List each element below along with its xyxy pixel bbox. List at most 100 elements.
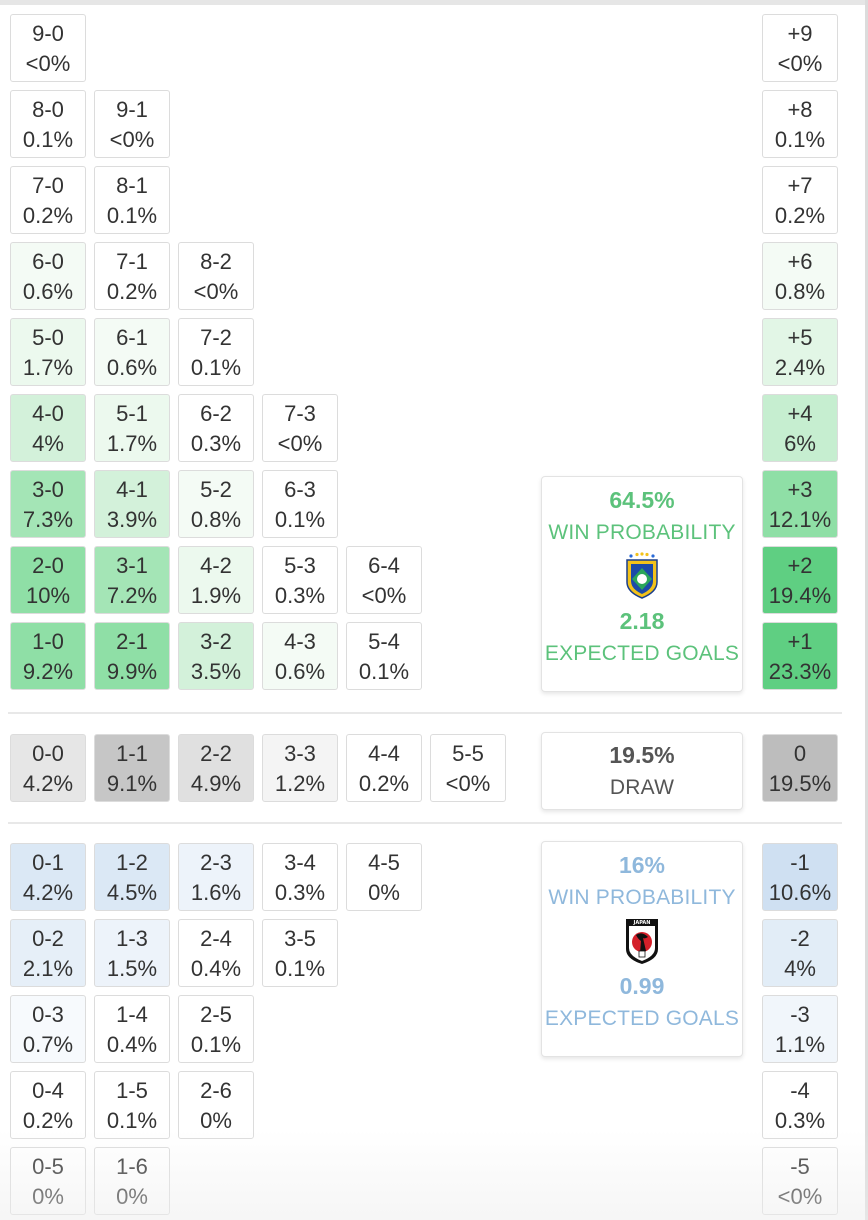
- margin-cell-probability: 6%: [784, 431, 816, 456]
- score-cell-label: 3-5: [284, 926, 316, 951]
- score-cell-label: 0-2: [32, 926, 64, 951]
- score-cell-probability: 0.3%: [274, 583, 326, 608]
- score-cell-label: 2-4: [200, 926, 232, 951]
- score-cell-label: 5-5: [452, 741, 484, 766]
- score-cell: 6-3 0.1%: [262, 470, 338, 538]
- score-cell-label: 2-6: [200, 1078, 232, 1103]
- score-cell: 4-1 3.9%: [94, 470, 170, 538]
- margin-cell-label: -1: [790, 850, 810, 875]
- score-cell-label: 0-3: [32, 1002, 64, 1027]
- score-cell: 3-2 3.5%: [178, 622, 254, 690]
- score-cell-probability: 7.3%: [22, 507, 74, 532]
- score-cell-probability: 3.9%: [106, 507, 158, 532]
- score-cell: 6-2 0.3%: [178, 394, 254, 462]
- score-cell-label: 1-6: [116, 1154, 148, 1179]
- score-cell: 1-3 1.5%: [94, 919, 170, 987]
- score-cell: 7-0 0.2%: [10, 166, 86, 234]
- score-cell-probability: 1.7%: [106, 431, 158, 456]
- margin-cell-label: +2: [787, 553, 813, 578]
- score-cell: 2-1 9.9%: [94, 622, 170, 690]
- score-cell-label: 8-2: [200, 249, 232, 274]
- margin-cell: +1 23.3%: [762, 622, 838, 690]
- score-cell: 0-1 4.2%: [10, 843, 86, 911]
- draw-probability: 19.5%: [609, 742, 675, 768]
- score-cell-probability: 4.5%: [106, 880, 158, 905]
- score-cell: 6-1 0.6%: [94, 318, 170, 386]
- score-cell: 4-3 0.6%: [262, 622, 338, 690]
- score-cell-label: 1-5: [116, 1078, 148, 1103]
- score-cell-probability: 0%: [32, 1184, 64, 1209]
- score-cell-label: 5-3: [284, 553, 316, 578]
- score-cell-label: 2-3: [200, 850, 232, 875]
- score-cell-probability: 1.6%: [190, 880, 242, 905]
- score-cell-probability: 0.1%: [190, 1032, 242, 1057]
- margin-cell-probability: 0.1%: [774, 127, 826, 152]
- away-win-probability: 16%: [618, 852, 666, 878]
- margin-cell-label: +5: [787, 325, 813, 350]
- margin-cell-probability: 19.4%: [768, 583, 832, 608]
- score-cell-label: 4-4: [368, 741, 400, 766]
- score-cell-probability: 1.9%: [190, 583, 242, 608]
- score-cell-label: 6-1: [116, 325, 148, 350]
- score-cell-probability: 1.7%: [22, 355, 74, 380]
- score-cell-probability: 0.1%: [106, 1108, 158, 1133]
- score-cell: 5-4 0.1%: [346, 622, 422, 690]
- score-cell: 1-6 0%: [94, 1147, 170, 1215]
- score-cell-label: 7-0: [32, 173, 64, 198]
- score-cell: 3-5 0.1%: [262, 919, 338, 987]
- score-cell: 5-1 1.7%: [94, 394, 170, 462]
- margin-cell-probability: <0%: [777, 1184, 823, 1209]
- margin-cell-probability: 19.5%: [768, 771, 832, 796]
- score-cell-probability: <0%: [109, 127, 155, 152]
- score-cell-probability: 0.4%: [106, 1032, 158, 1057]
- score-cell: 0-2 2.1%: [10, 919, 86, 987]
- away-expected-goals: 0.99: [619, 973, 665, 999]
- margin-cell-probability: 1.1%: [774, 1032, 826, 1057]
- score-cell-probability: 0%: [368, 880, 400, 905]
- score-cell-label: 9-0: [32, 21, 64, 46]
- score-cell-label: 1-1: [116, 741, 148, 766]
- score-cell-probability: 0.2%: [358, 771, 410, 796]
- score-cell-probability: 0.7%: [22, 1032, 74, 1057]
- score-cell: 4-0 4%: [10, 394, 86, 462]
- score-cell: 9-0 <0%: [10, 14, 86, 82]
- score-cell: 6-0 0.6%: [10, 242, 86, 310]
- score-cell-label: 6-3: [284, 477, 316, 502]
- score-cell-probability: 4%: [32, 431, 64, 456]
- margin-cell-probability: 0.3%: [774, 1108, 826, 1133]
- score-cell-probability: 0.1%: [274, 956, 326, 981]
- margin-cell-probability: 12.1%: [768, 507, 832, 532]
- margin-cell-label: +1: [787, 629, 813, 654]
- score-cell: 3-0 7.3%: [10, 470, 86, 538]
- score-cell-label: 0-4: [32, 1078, 64, 1103]
- margin-cell-probability: 2.4%: [774, 355, 826, 380]
- score-cell-label: 6-4: [368, 553, 400, 578]
- score-cell: 0-5 0%: [10, 1147, 86, 1215]
- score-cell-probability: 4.9%: [190, 771, 242, 796]
- score-cell: 5-0 1.7%: [10, 318, 86, 386]
- score-cell: 2-2 4.9%: [178, 734, 254, 802]
- score-cell-probability: 0%: [200, 1108, 232, 1133]
- score-cell-label: 5-4: [368, 629, 400, 654]
- score-cell: 7-1 0.2%: [94, 242, 170, 310]
- score-cell: 1-1 9.1%: [94, 734, 170, 802]
- score-cell-label: 0-0: [32, 741, 64, 766]
- margin-cell-label: -5: [790, 1154, 810, 1179]
- top-border: [0, 0, 868, 5]
- margin-cell: -2 4%: [762, 919, 838, 987]
- score-cell: 8-1 0.1%: [94, 166, 170, 234]
- score-cell-probability: 0.1%: [358, 659, 410, 684]
- margin-cell-label: -4: [790, 1078, 810, 1103]
- draw-summary: 19.5% DRAW: [541, 732, 743, 810]
- margin-cell: +3 12.1%: [762, 470, 838, 538]
- margin-cell: +8 0.1%: [762, 90, 838, 158]
- margin-cell-probability: 0.8%: [774, 279, 826, 304]
- right-border: [865, 0, 868, 1220]
- score-cell-probability: 1.2%: [274, 771, 326, 796]
- score-cell: 3-3 1.2%: [262, 734, 338, 802]
- score-cell-probability: 0.1%: [190, 355, 242, 380]
- margin-cell-label: +6: [787, 249, 813, 274]
- score-cell-label: 7-2: [200, 325, 232, 350]
- margin-cell-label: -3: [790, 1002, 810, 1027]
- score-cell-label: 1-2: [116, 850, 148, 875]
